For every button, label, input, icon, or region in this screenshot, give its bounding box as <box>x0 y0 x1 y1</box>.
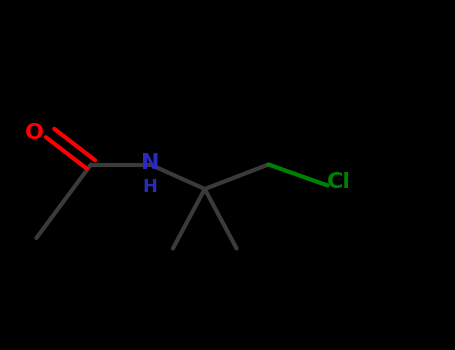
Text: O: O <box>25 123 44 143</box>
Text: H: H <box>143 178 157 196</box>
Text: N: N <box>141 153 159 173</box>
Text: Cl: Cl <box>327 172 351 192</box>
